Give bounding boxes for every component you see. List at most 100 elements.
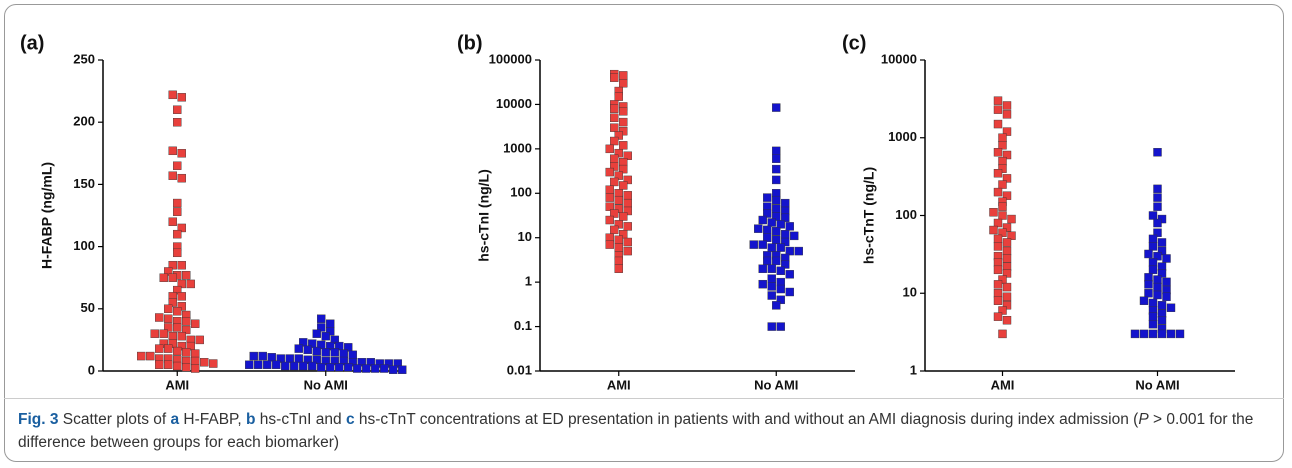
- data-point: [272, 360, 281, 369]
- data-point: [749, 240, 758, 249]
- data-point: [389, 365, 398, 374]
- data-point: [1002, 254, 1012, 263]
- data-point: [371, 364, 380, 373]
- y-tick-label: 0.01: [507, 362, 532, 377]
- data-point: [177, 93, 186, 102]
- data-point: [191, 356, 200, 366]
- data-point: [1144, 289, 1153, 298]
- data-point: [173, 207, 182, 216]
- data-point: [623, 246, 632, 256]
- data-point: [614, 148, 623, 158]
- data-point: [1157, 238, 1167, 247]
- data-point: [998, 164, 1007, 173]
- data-point: [772, 204, 781, 213]
- data-point: [326, 326, 335, 336]
- data-point: [254, 360, 263, 369]
- data-point: [1002, 316, 1012, 325]
- data-point: [610, 113, 619, 123]
- data-point: [326, 319, 335, 328]
- data-point: [173, 248, 182, 258]
- data-point: [776, 266, 785, 276]
- data-point: [1153, 290, 1162, 300]
- data-point: [150, 329, 159, 338]
- data-point: [767, 274, 776, 283]
- data-point: [614, 195, 623, 205]
- y-tick-label: 10000: [881, 51, 917, 66]
- caption-text: hs-cTnI and: [255, 411, 346, 428]
- y-tick-label: 250: [73, 51, 95, 66]
- x-tick-label: No AMI: [304, 377, 348, 392]
- frame: [4, 4, 1284, 462]
- data-point: [605, 144, 614, 154]
- data-point: [623, 191, 632, 200]
- data-point: [308, 361, 317, 371]
- data-point: [1153, 202, 1162, 211]
- data-point: [173, 361, 182, 371]
- data-point: [998, 156, 1007, 166]
- data-point: [605, 185, 614, 194]
- data-point: [321, 348, 330, 357]
- data-point: [326, 341, 335, 351]
- data-point: [610, 104, 619, 113]
- data-point: [619, 164, 628, 174]
- data-point: [993, 312, 1003, 321]
- data-point: [1002, 191, 1012, 200]
- data-point: [366, 358, 375, 367]
- data-point: [1157, 301, 1167, 310]
- charts: (a) H-FABP (ng/mL) 0 50 100 150 200 250 AMI No AM…: [20, 32, 1235, 392]
- data-point: [357, 358, 366, 367]
- data-point: [375, 359, 384, 368]
- data-point: [623, 206, 632, 216]
- data-point: [623, 151, 632, 160]
- data-point: [173, 229, 182, 239]
- data-point: [614, 264, 623, 273]
- data-point: [285, 354, 294, 363]
- panel-label: (c): [842, 32, 866, 54]
- data-point: [614, 92, 623, 101]
- data-point: [776, 284, 785, 294]
- data-point: [281, 361, 290, 371]
- data-point: [790, 231, 799, 241]
- y-tick-label: 1000: [888, 129, 917, 144]
- data-point: [159, 329, 168, 338]
- data-point: [200, 358, 209, 367]
- caption: Fig. 3 Scatter plots of a H-FABP, b hs-c…: [18, 408, 1273, 454]
- data-point: [344, 343, 353, 352]
- data-point: [335, 363, 344, 372]
- data-point: [776, 243, 785, 252]
- data-point: [182, 363, 191, 372]
- data-point: [182, 325, 191, 335]
- data-point: [317, 314, 326, 323]
- data-point: [177, 292, 186, 301]
- data-point: [758, 264, 767, 273]
- data-point: [776, 322, 785, 331]
- data-point: [164, 267, 173, 276]
- data-point: [1162, 292, 1171, 302]
- data-point: [998, 180, 1007, 189]
- data-point: [195, 335, 204, 345]
- data-point: [177, 302, 186, 311]
- data-point: [321, 356, 330, 366]
- data-point: [998, 141, 1007, 150]
- data-point: [191, 319, 200, 328]
- data-point: [998, 228, 1007, 237]
- data-point: [186, 341, 195, 351]
- data-point: [763, 256, 772, 266]
- data-point: [993, 234, 1003, 244]
- data-point: [362, 364, 371, 373]
- data-point: [173, 307, 182, 316]
- data-point: [785, 222, 794, 231]
- data-point: [767, 322, 776, 331]
- data-point: [1153, 184, 1162, 194]
- data-point: [393, 359, 402, 368]
- data-point: [610, 123, 619, 132]
- data-point: [1130, 329, 1140, 339]
- data-point: [776, 220, 785, 229]
- data-point: [245, 360, 254, 369]
- caption-text: P: [1138, 411, 1149, 428]
- y-tick-label: 50: [81, 300, 95, 315]
- data-point: [317, 340, 326, 350]
- data-point: [993, 168, 1003, 178]
- data-point: [177, 223, 186, 233]
